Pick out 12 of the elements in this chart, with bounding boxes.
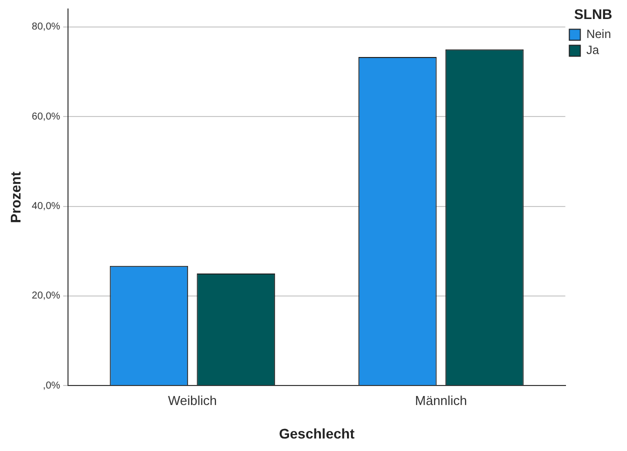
y-tick-label: ,0% xyxy=(42,380,60,392)
y-tick-label: 40,0% xyxy=(32,201,60,212)
y-axis-title: Prozent xyxy=(7,171,24,223)
x-axis-title: Geschlecht xyxy=(278,425,355,442)
x-tick-label: Weiblich xyxy=(168,392,217,408)
y-tick-label: 20,0% xyxy=(32,290,60,302)
y-tick-label: 80,0% xyxy=(32,22,60,33)
y-tick-label: 60,0% xyxy=(32,111,60,122)
legend-title: SLNB xyxy=(574,6,612,22)
legend-label: Nein xyxy=(586,27,612,42)
legend-label: Ja xyxy=(586,43,600,58)
x-tick-label: Männlich xyxy=(415,392,468,408)
